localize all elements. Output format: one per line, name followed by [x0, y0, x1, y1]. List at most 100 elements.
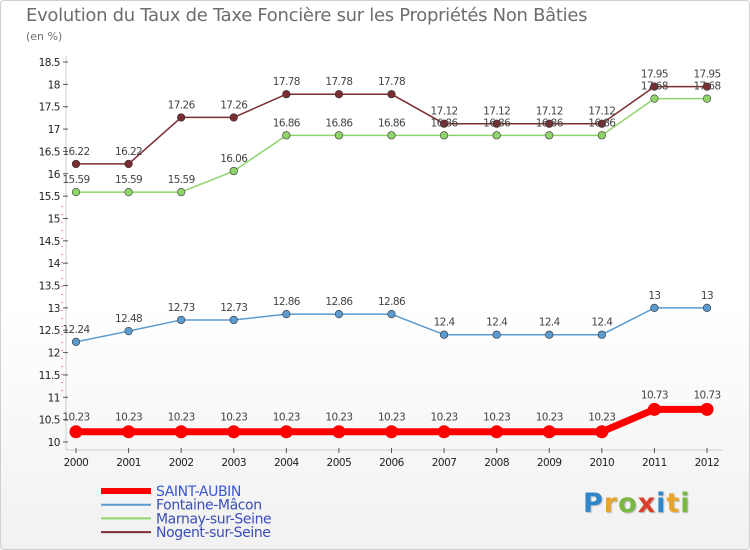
- data-label: 10.73: [641, 389, 668, 401]
- y-tick-label: 13: [48, 303, 60, 315]
- data-point: [702, 303, 712, 312]
- data-label: 12.86: [378, 296, 406, 308]
- y-tick-label: 10.5: [39, 415, 60, 427]
- y-tick-label: 13.5: [39, 281, 60, 293]
- data-label: 10.23: [431, 412, 458, 424]
- data-label: 13: [701, 290, 713, 302]
- x-tick-label: 2008: [484, 457, 509, 469]
- data-point: [439, 330, 449, 339]
- data-point: [545, 119, 554, 128]
- y-axis-label: (en %): [26, 30, 63, 43]
- y-tick-label: 14: [48, 258, 61, 270]
- series-layer: [69, 82, 714, 439]
- data-label: 17.78: [273, 76, 300, 88]
- data-label: 16.06: [220, 153, 248, 165]
- data-point: [650, 94, 659, 103]
- data-point: [542, 425, 556, 439]
- chart-title: Evolution du Taux de Taxe Foncière sur l…: [26, 5, 588, 26]
- data-label: 12.4: [591, 317, 613, 329]
- data-point: [492, 131, 501, 140]
- data-label: 17.12: [431, 106, 458, 118]
- x-tick-label: 2005: [327, 457, 352, 469]
- data-point: [334, 310, 344, 319]
- legend-item-3: Nogent-sur-Seine: [101, 525, 271, 541]
- legend-item-0: SAINT-AUBIN: [101, 484, 241, 500]
- data-point: [492, 330, 501, 339]
- data-point: [71, 187, 81, 197]
- data-label: 12.73: [168, 302, 195, 314]
- legend-label: Fontaine-Mâcon: [156, 498, 262, 514]
- data-point: [229, 315, 238, 325]
- data-label: 16.22: [115, 146, 142, 158]
- data-point: [385, 425, 398, 439]
- data-label: 17.12: [536, 106, 563, 118]
- logo-letter: r: [603, 488, 619, 519]
- legend-item-2: Marnay-sur-Seine: [101, 511, 272, 527]
- legend-item-1: Fontaine-Mâcon: [101, 498, 262, 514]
- y-tick-label: 12.5: [39, 325, 60, 337]
- data-point: [282, 131, 291, 140]
- data-point: [279, 425, 293, 439]
- data-point: [122, 425, 136, 439]
- data-label: 12.86: [273, 296, 301, 308]
- legend-label: Marnay-sur-Seine: [156, 511, 271, 527]
- data-label: 12.86: [325, 296, 353, 308]
- data-label: 12.4: [486, 317, 508, 329]
- y-tick-label: 15.5: [39, 191, 60, 203]
- y-tick-label: 12: [48, 348, 60, 360]
- data-point: [597, 119, 606, 128]
- data-label: 17.68: [693, 81, 720, 93]
- y-tick-label: 15: [48, 213, 60, 225]
- data-point: [439, 131, 449, 140]
- data-label: 15.59: [62, 174, 89, 186]
- data-label: 12.48: [115, 313, 142, 325]
- data-label: 10.73: [693, 389, 720, 401]
- data-point: [545, 131, 554, 140]
- x-tick-label: 2011: [642, 457, 667, 469]
- data-point: [71, 159, 81, 169]
- data-point: [177, 315, 186, 325]
- data-point: [332, 425, 346, 439]
- data-label: 10.23: [273, 412, 300, 424]
- x-tick-label: 2003: [221, 457, 246, 469]
- legend-label: SAINT-AUBIN: [156, 484, 241, 500]
- x-tick-label: 2001: [116, 457, 141, 469]
- data-point: [229, 166, 238, 176]
- data-label: 17.26: [220, 99, 248, 111]
- data-label: 16.86: [378, 117, 406, 129]
- data-point: [702, 82, 712, 91]
- data-point: [124, 187, 133, 197]
- logo-letter: t: [666, 488, 681, 519]
- data-label: 10.23: [115, 412, 142, 424]
- axes: 1010.51111.51212.51313.51414.51515.51616…: [39, 56, 723, 469]
- data-point: [702, 94, 712, 103]
- data-point: [439, 119, 449, 128]
- y-tick-label: 16: [48, 169, 61, 181]
- x-tick-label: 2007: [432, 457, 457, 469]
- data-point: [334, 90, 344, 99]
- data-label: 10.23: [536, 412, 563, 424]
- logo-letter: i: [656, 488, 667, 519]
- data-label: 16.86: [431, 117, 459, 129]
- data-point: [229, 113, 238, 122]
- data-label: 17.12: [483, 106, 510, 118]
- data-label: 12.4: [539, 317, 561, 329]
- data-point: [282, 90, 291, 99]
- y-tick-label: 17.5: [39, 102, 60, 114]
- logo-letter: o: [618, 488, 638, 519]
- data-point: [437, 425, 451, 439]
- data-point: [597, 330, 606, 339]
- x-tick-label: 2004: [274, 457, 300, 469]
- data-point: [71, 337, 81, 346]
- y-tick-label: 18: [48, 79, 60, 91]
- data-point: [387, 90, 396, 99]
- data-point: [227, 425, 241, 439]
- series-1: [71, 303, 712, 346]
- data-label: 10.23: [168, 412, 195, 424]
- data-label: 10.23: [378, 412, 405, 424]
- logo-letter: x: [637, 488, 657, 519]
- data-label: 15.59: [115, 174, 142, 186]
- y-tick-label: 18.5: [39, 57, 60, 69]
